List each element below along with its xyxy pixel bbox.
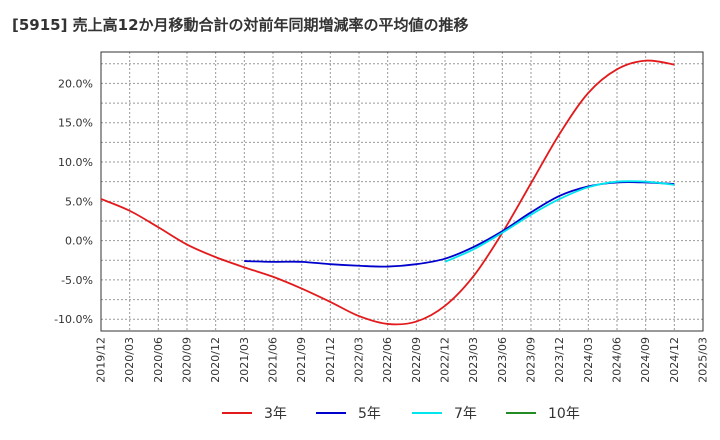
y-tick-label: 10.0% — [58, 156, 93, 169]
x-tick-label: 2021/12 — [324, 337, 337, 383]
x-tick-label: 2022/06 — [381, 337, 394, 383]
y-tick-label: 20.0% — [58, 77, 93, 90]
x-tick-label: 2024/06 — [611, 337, 624, 383]
chart-title: [5915] 売上高12か月移動合計の対前年同期増減率の平均値の推移 — [12, 16, 469, 34]
x-tick-label: 2024/12 — [668, 337, 681, 383]
x-tick-label: 2025/03 — [697, 337, 710, 383]
x-tick-label: 2020/03 — [123, 337, 136, 383]
x-tick-label: 2021/03 — [238, 337, 251, 383]
x-tick-label: 2019/12 — [95, 337, 108, 383]
legend-label: 5年 — [358, 406, 381, 422]
x-axis-ticks: 2019/12 2020/03 2020/06 2020/09 2020/12 2021/… — [95, 337, 710, 383]
x-tick-label: 2023/09 — [525, 337, 538, 383]
x-tick-label: 2020/06 — [152, 337, 165, 383]
legend-label: 7年 — [454, 406, 477, 422]
x-tick-label: 2022/12 — [439, 337, 452, 383]
x-tick-label: 2022/09 — [410, 337, 423, 383]
series-lines — [100, 59, 675, 326]
x-tick-label: 2022/03 — [353, 337, 366, 383]
y-tick-label: -10.0% — [54, 313, 93, 326]
legend-label: 10年 — [548, 406, 580, 422]
x-tick-label: 2021/06 — [267, 337, 280, 383]
series-line-2 — [244, 181, 675, 268]
x-tick-label: 2021/09 — [295, 337, 308, 383]
y-tick-label: 5.0% — [65, 195, 93, 208]
plot-area — [100, 51, 704, 332]
x-tick-label: 2020/09 — [181, 337, 194, 383]
x-tick-label: 2023/03 — [467, 337, 480, 383]
series-line-1 — [100, 59, 675, 326]
x-tick-label: 2024/03 — [582, 337, 595, 383]
y-axis-ticks: 20.0% 15.0% 10.0% 5.0% 0.0% -5.0% -10.0% — [54, 77, 93, 326]
grid — [101, 52, 703, 331]
x-tick-label: 2024/09 — [639, 337, 652, 383]
x-tick-label: 2023/06 — [496, 337, 509, 383]
legend-label: 3年 — [264, 406, 287, 422]
x-tick-label: 2023/12 — [553, 337, 566, 383]
series-line-3 — [444, 180, 675, 263]
y-tick-label: 15.0% — [58, 117, 93, 130]
y-tick-label: -5.0% — [61, 274, 93, 287]
y-tick-label: 0.0% — [65, 235, 93, 248]
legend: 3年 5年 7年 10年 — [222, 406, 580, 422]
x-tick-label: 2020/12 — [209, 337, 222, 383]
